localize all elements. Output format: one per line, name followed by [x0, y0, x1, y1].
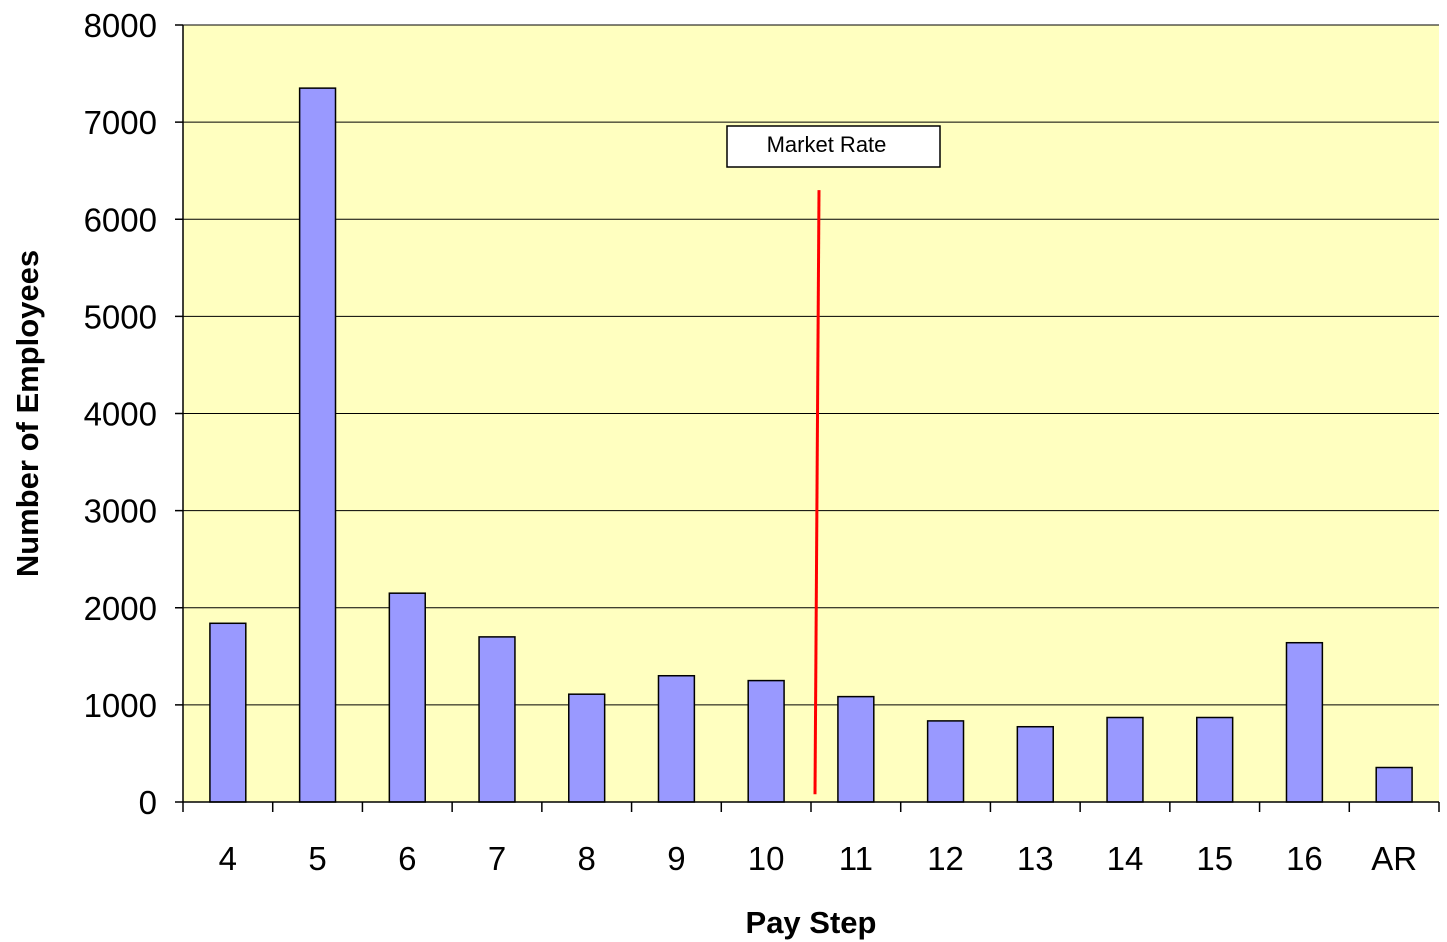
bar	[1286, 643, 1322, 802]
bar	[1376, 768, 1412, 802]
market-rate-label: Market Rate	[767, 132, 887, 157]
x-axis-title: Pay Step	[746, 905, 877, 940]
bar	[1197, 718, 1233, 802]
y-tick-label: 7000	[84, 104, 157, 141]
y-axis-ticks: 0 1000 2000 3000 4000 5000 6000 7000 8000	[84, 7, 183, 821]
x-tick-label: 10	[748, 840, 785, 877]
x-tick-label: 6	[398, 840, 416, 877]
x-tick-label: 16	[1286, 840, 1323, 877]
bar	[748, 681, 784, 802]
bar	[928, 721, 964, 802]
x-tick-label: AR	[1371, 840, 1417, 877]
y-tick-label: 0	[139, 784, 157, 821]
bar	[838, 697, 874, 802]
y-tick-label: 3000	[84, 493, 157, 530]
x-tick-label: 8	[578, 840, 596, 877]
bar	[1017, 727, 1053, 802]
y-axis-title: Number of Employees	[10, 250, 45, 577]
x-tick-label: 11	[839, 840, 873, 877]
x-tick-label: 5	[308, 840, 326, 877]
x-tick-label: 4	[219, 840, 237, 877]
x-tick-label: 15	[1196, 840, 1233, 877]
x-tick-label: 7	[488, 840, 506, 877]
bar	[389, 593, 425, 802]
bar	[210, 623, 246, 802]
x-axis-ticks: 4 5 6 7 8 9 10 11 12 13 14 15 16 AR	[183, 802, 1439, 877]
bar	[479, 637, 515, 802]
x-tick-label: 14	[1107, 840, 1144, 877]
y-tick-label: 2000	[84, 590, 157, 627]
bar	[658, 676, 694, 802]
y-tick-label: 5000	[84, 298, 157, 335]
y-tick-label: 1000	[84, 687, 157, 724]
bar	[300, 88, 336, 802]
y-tick-label: 4000	[84, 396, 157, 433]
bar	[569, 694, 605, 802]
y-tick-label: 8000	[84, 7, 157, 44]
x-tick-label: 9	[667, 840, 685, 877]
bar	[1107, 718, 1143, 802]
y-tick-label: 6000	[84, 201, 157, 238]
x-tick-label: 12	[927, 840, 964, 877]
x-tick-label: 13	[1017, 840, 1054, 877]
